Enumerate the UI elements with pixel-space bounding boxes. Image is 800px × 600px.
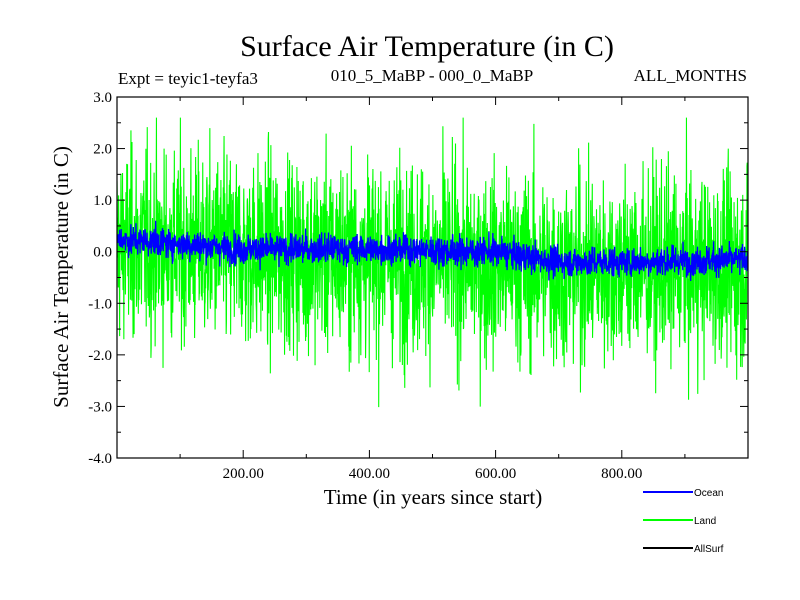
plot-area bbox=[117, 117, 748, 408]
x-tick-label: 200.00 bbox=[223, 466, 264, 482]
chart-subtitle-right: ALL_MONTHS bbox=[634, 66, 747, 85]
x-axis-label: Time (in years since start) bbox=[324, 485, 543, 509]
y-axis: 3.0 2.0 1.0 0.0 -1.0 -2.0 -3.0 -4.0 bbox=[88, 90, 748, 467]
y-axis-label: Surface Air Temperature (in C) bbox=[49, 146, 73, 408]
x-tick-label: 800.00 bbox=[601, 466, 642, 482]
y-tick-label: 2.0 bbox=[93, 142, 112, 158]
legend-label-land: Land bbox=[694, 516, 716, 527]
y-tick-label: -2.0 bbox=[88, 348, 112, 364]
series-line-ocean bbox=[117, 220, 748, 281]
y-tick-label: -1.0 bbox=[88, 296, 112, 312]
legend: Ocean Land AllSurf bbox=[643, 488, 724, 555]
y-tick-label: 3.0 bbox=[93, 90, 112, 106]
chart-subtitle-center: 010_5_MaBP - 000_0_MaBP bbox=[331, 66, 533, 85]
x-axis: 200.00 400.00 600.00 800.00 bbox=[179, 97, 686, 482]
series-line-land bbox=[117, 117, 748, 408]
legend-label-ocean: Ocean bbox=[694, 488, 723, 499]
chart-title: Surface Air Temperature (in C) bbox=[240, 30, 614, 63]
y-tick-label: -3.0 bbox=[88, 399, 112, 415]
x-tick-label: 400.00 bbox=[349, 466, 390, 482]
legend-label-allsurf: AllSurf bbox=[694, 544, 724, 555]
y-tick-label: 0.0 bbox=[93, 245, 112, 261]
x-tick-label: 600.00 bbox=[475, 466, 516, 482]
chart-subtitle-left: Expt = teyic1-teyfa3 bbox=[118, 69, 258, 88]
y-tick-label: -4.0 bbox=[88, 451, 112, 467]
y-tick-label: 1.0 bbox=[93, 193, 112, 209]
